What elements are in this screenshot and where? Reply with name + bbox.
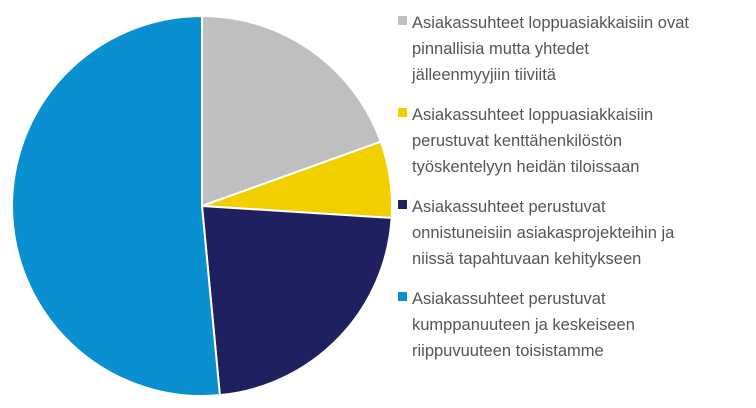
pie-slice-4 [11, 15, 221, 397]
legend-item-1: Asiakassuhteet loppuasiakkaisiin ovat pi… [398, 10, 748, 88]
legend-item-2: Asiakassuhteet loppuasiakkaisiin perustu… [398, 102, 748, 180]
legend-swatch-3 [398, 200, 407, 209]
legend-swatch-1 [398, 16, 407, 25]
legend-label-1: Asiakassuhteet loppuasiakkaisiin ovat pi… [412, 14, 689, 84]
pie-slice-1 [201, 15, 382, 207]
legend-label-2: Asiakassuhteet loppuasiakkaisiin perustu… [412, 106, 654, 176]
pie-slice-3 [201, 205, 393, 397]
legend: Asiakassuhteet loppuasiakkaisiin ovat pi… [398, 10, 748, 378]
legend-item-4: Asiakassuhteet perustuvat kumppanuuteen … [398, 286, 748, 364]
pie-chart [11, 15, 394, 397]
legend-swatch-2 [398, 108, 407, 117]
legend-label-3: Asiakassuhteet perustuvat onnistuneisiin… [412, 198, 675, 268]
legend-item-3: Asiakassuhteet perustuvat onnistuneisiin… [398, 194, 748, 272]
legend-swatch-4 [398, 292, 407, 301]
legend-label-4: Asiakassuhteet perustuvat kumppanuuteen … [412, 290, 635, 360]
